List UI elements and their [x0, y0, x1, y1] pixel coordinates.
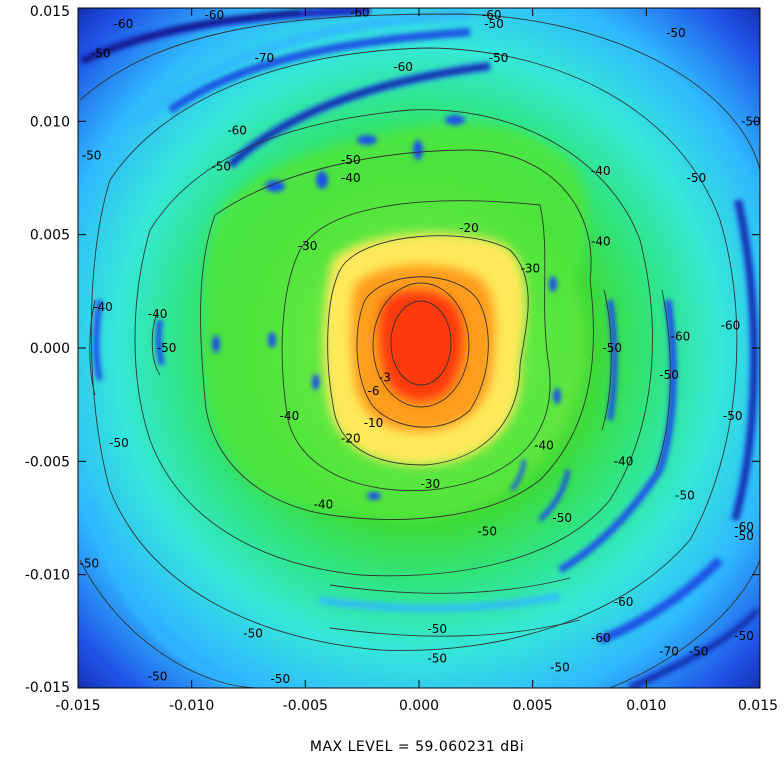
contour-line — [327, 235, 529, 466]
y-tick-label: -0.010 — [25, 568, 70, 584]
contour-label: -50 — [484, 17, 504, 31]
x-tick-label: 0.015 — [738, 698, 778, 714]
contour-line — [151, 309, 161, 376]
contour-label: -60 — [205, 8, 225, 22]
contour-label: -50 — [427, 652, 447, 666]
contour-label: -3 — [379, 370, 391, 384]
y-tick-label: 0.000 — [30, 341, 70, 357]
contour-label: -30 — [521, 262, 541, 276]
contour-line — [601, 289, 612, 431]
contour-label: -50 — [602, 341, 622, 355]
contour-label: -50 — [157, 341, 177, 355]
contour-line — [79, 13, 760, 171]
contour-line — [281, 200, 551, 492]
contour-line — [200, 149, 594, 520]
sidelobe-rings — [79, 8, 760, 688]
contour-label: -60 — [614, 595, 634, 609]
contour-label: -60 — [350, 6, 370, 20]
contour-label: -40 — [148, 307, 168, 321]
contour-label: -50 — [427, 622, 447, 636]
contour-label: -50 — [109, 436, 129, 450]
null-islands — [212, 115, 561, 500]
contour-line — [655, 289, 671, 471]
x-tick-label: -0.005 — [283, 698, 328, 714]
contour-label: -50 — [477, 525, 497, 539]
contour-label: -50 — [91, 46, 111, 60]
contour-label: -50 — [243, 627, 263, 641]
contour-label: -50 — [666, 26, 686, 40]
contour-label: -50 — [271, 672, 291, 686]
contour-label: -50 — [489, 51, 509, 65]
contour-label: -40 — [614, 454, 634, 468]
contour-line — [372, 282, 470, 408]
heatmap-field — [78, 8, 760, 688]
contour-label: -60 — [227, 123, 247, 137]
contour-label: -50 — [550, 661, 570, 675]
contour-label: -40 — [280, 409, 300, 423]
contour-label: -50 — [734, 529, 754, 543]
contour-label: -40 — [341, 171, 361, 185]
contour-line — [609, 559, 760, 688]
contour-line — [329, 619, 581, 637]
contour-label: -20 — [459, 221, 479, 235]
contour-label: -40 — [534, 438, 554, 452]
contour-line — [79, 559, 261, 688]
y-tick-label: -0.005 — [25, 454, 70, 470]
main-lobe-red — [379, 290, 463, 401]
contour-label: -60 — [114, 17, 134, 31]
contour-label: -50 — [211, 160, 231, 174]
contour-label: -50 — [80, 556, 100, 570]
contour-label: -60 — [393, 60, 413, 74]
contour-label: -50 — [687, 171, 707, 185]
y-tick-label: 0.005 — [30, 228, 70, 244]
y-tick-label: 0.015 — [30, 4, 70, 20]
contour-labels: -3-6-10-20-20-30-30-30-40-40-40-40 -40-40… — [80, 6, 761, 686]
contour-label: -40 — [591, 164, 611, 178]
contour-label: -50 — [82, 148, 102, 162]
contour-label: -60 — [671, 330, 691, 344]
contour-label: -50 — [741, 114, 761, 128]
x-tick-label: 0.000 — [399, 698, 439, 714]
contour-label: -60 — [482, 8, 502, 22]
contour-label: -50 — [675, 488, 695, 502]
contour-label: -70 — [255, 51, 275, 65]
contour-label: -50 — [723, 409, 743, 423]
contour-label: -30 — [421, 477, 441, 491]
x-tick-label: 0.010 — [626, 698, 666, 714]
contour-line — [329, 577, 571, 594]
y-tick-label: -0.015 — [25, 680, 70, 696]
contour-label: -60 — [721, 318, 741, 332]
contour-label: -60 — [734, 520, 754, 534]
contour-label: -70 — [659, 645, 679, 659]
contour-line — [134, 109, 653, 577]
y-axis: -0.015 -0.010 -0.005 0.000 0.005 0.010 0.015 — [25, 4, 760, 696]
contour-lines — [79, 13, 760, 688]
contour-label: -40 — [314, 497, 334, 511]
contour-label: -10 — [364, 416, 384, 430]
x-axis: -0.015 -0.010 -0.005 0.000 0.005 0.010 0.015 — [55, 8, 778, 714]
contour-label: -50 — [148, 670, 168, 684]
contour-line — [356, 276, 489, 428]
contour-label: -50 — [552, 511, 572, 525]
contour-line — [89, 299, 96, 396]
contour-label: -50 — [341, 153, 361, 167]
x-tick-label: -0.010 — [169, 698, 214, 714]
contour-line — [90, 47, 738, 651]
contour-label: -50 — [689, 645, 709, 659]
contour-label: -40 — [591, 234, 611, 248]
contour-label: -6 — [368, 384, 380, 398]
contour-label: -40 — [93, 300, 113, 314]
max-level-footer: MAX LEVEL = 59.060231 dBi — [310, 739, 524, 755]
contour-label: -50 — [734, 629, 754, 643]
y-tick-label: 0.010 — [30, 114, 70, 130]
contour-line — [390, 300, 452, 386]
contour-label: -50 — [659, 368, 679, 382]
contour-label: -20 — [341, 432, 361, 446]
contour-label: -60 — [591, 631, 611, 645]
x-tick-label: 0.005 — [513, 698, 553, 714]
contour-label: -30 — [298, 239, 318, 253]
x-tick-label: -0.015 — [55, 698, 100, 714]
